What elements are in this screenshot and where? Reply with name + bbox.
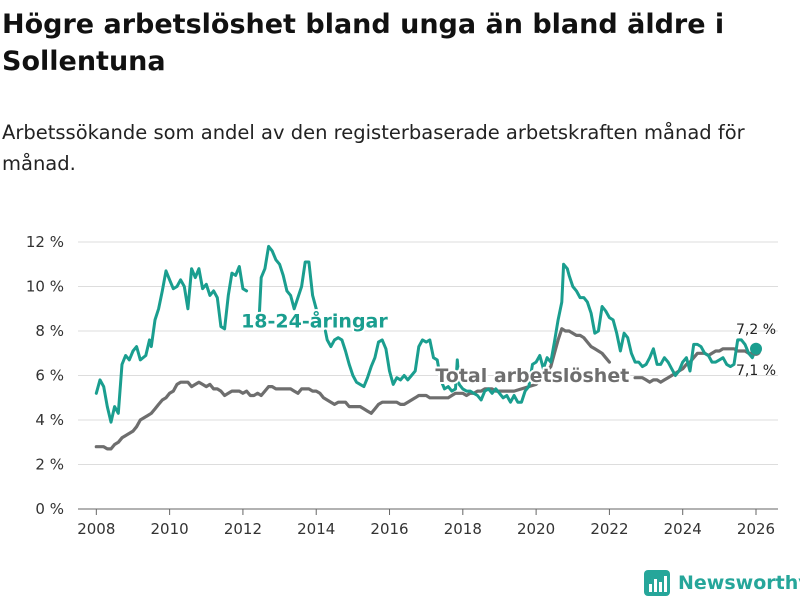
brand-name: Newsworthy [678,572,800,594]
x-tick-label: 2010 [151,520,189,538]
y-tick-label: 4 % [35,411,64,429]
y-tick-label: 12 % [26,233,64,251]
y-tick-label: 6 % [35,367,64,385]
end-point-youth [750,342,763,355]
chart-grid [78,241,778,510]
x-tick-label: 2016 [370,520,408,538]
y-tick-label: 0 % [35,500,64,518]
chart-title: Högre arbetslöshet bland unga än bland ä… [2,9,725,77]
y-tick-label: 2 % [35,456,64,474]
x-tick-label: 2024 [664,520,702,538]
x-tick-label: 2018 [444,520,482,538]
x-axis: 2008 2010 2012 2014 2016 2018 2020 2022 2024 2026 [77,509,775,538]
y-tick-label: 10 % [26,278,64,296]
x-tick-label: 2012 [224,520,262,538]
series-line-youth [94,265,249,424]
end-label-youth: 7,2 % [736,322,776,338]
series-label-youth: 18-24-åringar [241,309,388,333]
series-line-youth [323,262,758,404]
series-line-total [94,327,611,451]
end-label-total: 7,1 % [736,363,776,379]
x-tick-label: 2026 [737,520,775,538]
series-label-total: Total arbetslöshet [435,365,629,387]
y-axis: 0 % 2 % 4 % 6 % 8 % 10 % 12 % [26,233,64,518]
series-layer [94,244,763,451]
labels-layer: 7,2 % 7,1 % 18-24-åringar Total arbetslöshe… [239,307,776,390]
newsworthy-brand[interactable]: Newsworthy [644,568,800,598]
x-tick-label: 2022 [590,520,628,538]
x-tick-label: 2014 [297,520,335,538]
x-tick-label: 2008 [77,520,115,538]
x-tick-label: 2020 [517,520,555,538]
series-line-youth [257,244,318,315]
y-tick-label: 8 % [35,322,64,340]
chart-subtitle: Arbetssökande som andel av den registerb… [2,121,745,175]
bar-chart-logo-icon [644,570,670,596]
